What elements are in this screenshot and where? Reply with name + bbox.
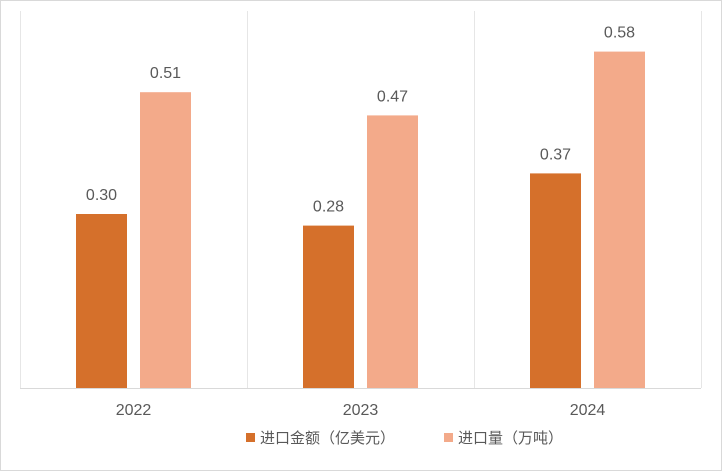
legend-label-import-volume: 进口量（万吨） (458, 430, 563, 447)
x-tick-label-2022: 2022 (116, 402, 152, 419)
bar-import-value-2023 (303, 225, 354, 388)
data-label-import-volume-2023: 0.47 (377, 88, 408, 105)
legend-swatch-import-value (246, 433, 255, 442)
data-label-import-value-2022: 0.30 (86, 187, 117, 204)
data-label-import-volume-2024: 0.58 (604, 25, 635, 42)
bar-import-volume-2022 (140, 92, 191, 388)
data-label-import-value-2023: 0.28 (313, 199, 344, 216)
bar-import-value-2024 (530, 173, 581, 388)
legend-swatch-import-volume (444, 433, 453, 442)
bar-import-volume-2024 (594, 51, 645, 388)
data-label-import-value-2024: 0.37 (540, 146, 571, 163)
x-tick-label-2024: 2024 (570, 402, 606, 419)
x-tick-label-2023: 2023 (343, 402, 379, 419)
bar-import-value-2022 (76, 214, 127, 388)
legend-label-import-value: 进口金额（亿美元） (260, 430, 395, 447)
data-label-import-volume-2022: 0.51 (150, 65, 181, 82)
bar-import-volume-2023 (367, 115, 418, 389)
